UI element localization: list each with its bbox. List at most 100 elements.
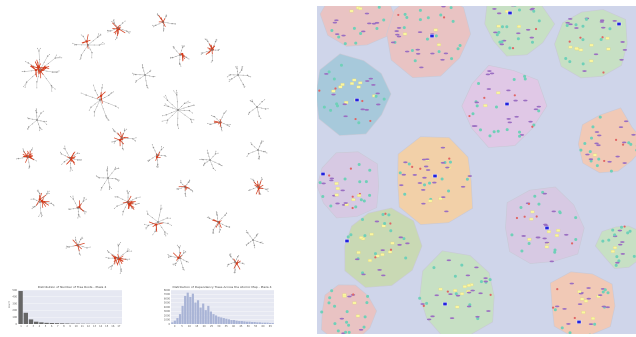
file-node bbox=[529, 217, 534, 221]
tree-root bbox=[257, 149, 259, 151]
tree-node bbox=[112, 91, 114, 93]
package-node bbox=[362, 199, 366, 203]
module-node bbox=[554, 305, 560, 308]
tree-node bbox=[236, 70, 238, 72]
tree-node bbox=[104, 182, 106, 184]
package-node bbox=[508, 46, 512, 50]
histogram-bar bbox=[209, 311, 212, 324]
error-node bbox=[351, 195, 354, 198]
module-node bbox=[622, 48, 628, 51]
tree-node bbox=[259, 145, 261, 147]
tree-edge bbox=[99, 99, 107, 116]
tree-edge bbox=[167, 254, 172, 257]
tree-node bbox=[179, 59, 181, 61]
tree-node bbox=[166, 122, 168, 124]
error-node bbox=[419, 167, 422, 170]
package-node bbox=[496, 129, 500, 133]
tree-edge bbox=[90, 99, 101, 108]
histogram-bar bbox=[204, 310, 207, 324]
tree-node bbox=[66, 159, 68, 161]
tree-node bbox=[37, 76, 39, 78]
package-node bbox=[426, 16, 430, 20]
module-node bbox=[354, 258, 360, 261]
module-node bbox=[368, 77, 374, 80]
tree-edge bbox=[39, 57, 56, 71]
tree-node bbox=[69, 162, 71, 164]
error-node bbox=[483, 96, 486, 99]
histogram-bar bbox=[220, 317, 223, 324]
tree-node bbox=[267, 188, 269, 190]
tree-node bbox=[46, 70, 48, 72]
module-node bbox=[341, 34, 346, 37]
error-node bbox=[354, 117, 357, 121]
error-node bbox=[602, 71, 605, 74]
file-node bbox=[591, 317, 595, 320]
tree-root bbox=[234, 261, 236, 263]
tree-node bbox=[81, 236, 83, 238]
histogram-bar bbox=[184, 295, 187, 324]
module-node bbox=[612, 20, 617, 22]
package-node bbox=[581, 24, 585, 28]
tree-node bbox=[229, 253, 231, 255]
tree-node bbox=[56, 71, 57, 73]
module-node bbox=[360, 108, 365, 111]
region-nodes bbox=[579, 115, 636, 173]
module-node bbox=[415, 48, 420, 51]
tree-node bbox=[152, 75, 154, 78]
tree-node bbox=[79, 59, 81, 60]
tree-root bbox=[219, 121, 221, 123]
package-node bbox=[581, 62, 585, 66]
package-node bbox=[375, 27, 379, 31]
package-node bbox=[613, 233, 617, 237]
error-node bbox=[623, 225, 626, 228]
tree-node bbox=[139, 74, 141, 76]
region-nodes bbox=[468, 70, 541, 138]
module-node bbox=[569, 282, 574, 285]
tree-node bbox=[122, 149, 124, 151]
tree-edge bbox=[135, 203, 140, 205]
file-node bbox=[350, 82, 354, 85]
package-node bbox=[568, 60, 572, 64]
module-node bbox=[375, 92, 380, 95]
module-node bbox=[361, 273, 366, 276]
hub-edge bbox=[100, 95, 103, 104]
file-node bbox=[554, 234, 559, 237]
tree-node bbox=[139, 196, 141, 198]
file-node bbox=[438, 197, 443, 201]
x-tick-label: 45 bbox=[239, 325, 243, 328]
tree-node bbox=[121, 203, 123, 205]
module-node bbox=[544, 241, 550, 244]
error-node bbox=[551, 306, 555, 309]
tree-edge bbox=[204, 38, 208, 42]
y-tick-label: 100 bbox=[12, 316, 17, 319]
tree-node bbox=[206, 161, 208, 163]
package-node bbox=[418, 18, 422, 22]
histogram-bar bbox=[222, 318, 225, 324]
module-node bbox=[542, 192, 547, 195]
package-node bbox=[476, 317, 480, 321]
tree-node bbox=[173, 46, 175, 48]
tree-node bbox=[212, 232, 213, 234]
tree-node bbox=[152, 157, 154, 159]
region-nodes bbox=[418, 259, 492, 321]
tree-node bbox=[69, 170, 71, 172]
module-node bbox=[486, 310, 491, 312]
tree-node bbox=[22, 157, 24, 159]
histogram-bar bbox=[227, 319, 231, 324]
module-node bbox=[577, 303, 583, 306]
tree-node bbox=[126, 189, 128, 191]
module-node bbox=[340, 189, 345, 192]
tree-node bbox=[28, 117, 30, 120]
package-node bbox=[568, 331, 572, 334]
tree-node bbox=[233, 74, 235, 76]
tree-node bbox=[199, 159, 201, 161]
tree-node bbox=[38, 115, 40, 117]
tree-node bbox=[206, 51, 208, 53]
tree-edge bbox=[39, 201, 42, 213]
hub-edge bbox=[72, 239, 78, 246]
module-node bbox=[412, 174, 417, 176]
tree-node bbox=[117, 196, 119, 198]
error-node bbox=[614, 138, 618, 141]
file-node bbox=[530, 210, 535, 214]
module-node bbox=[420, 303, 425, 305]
